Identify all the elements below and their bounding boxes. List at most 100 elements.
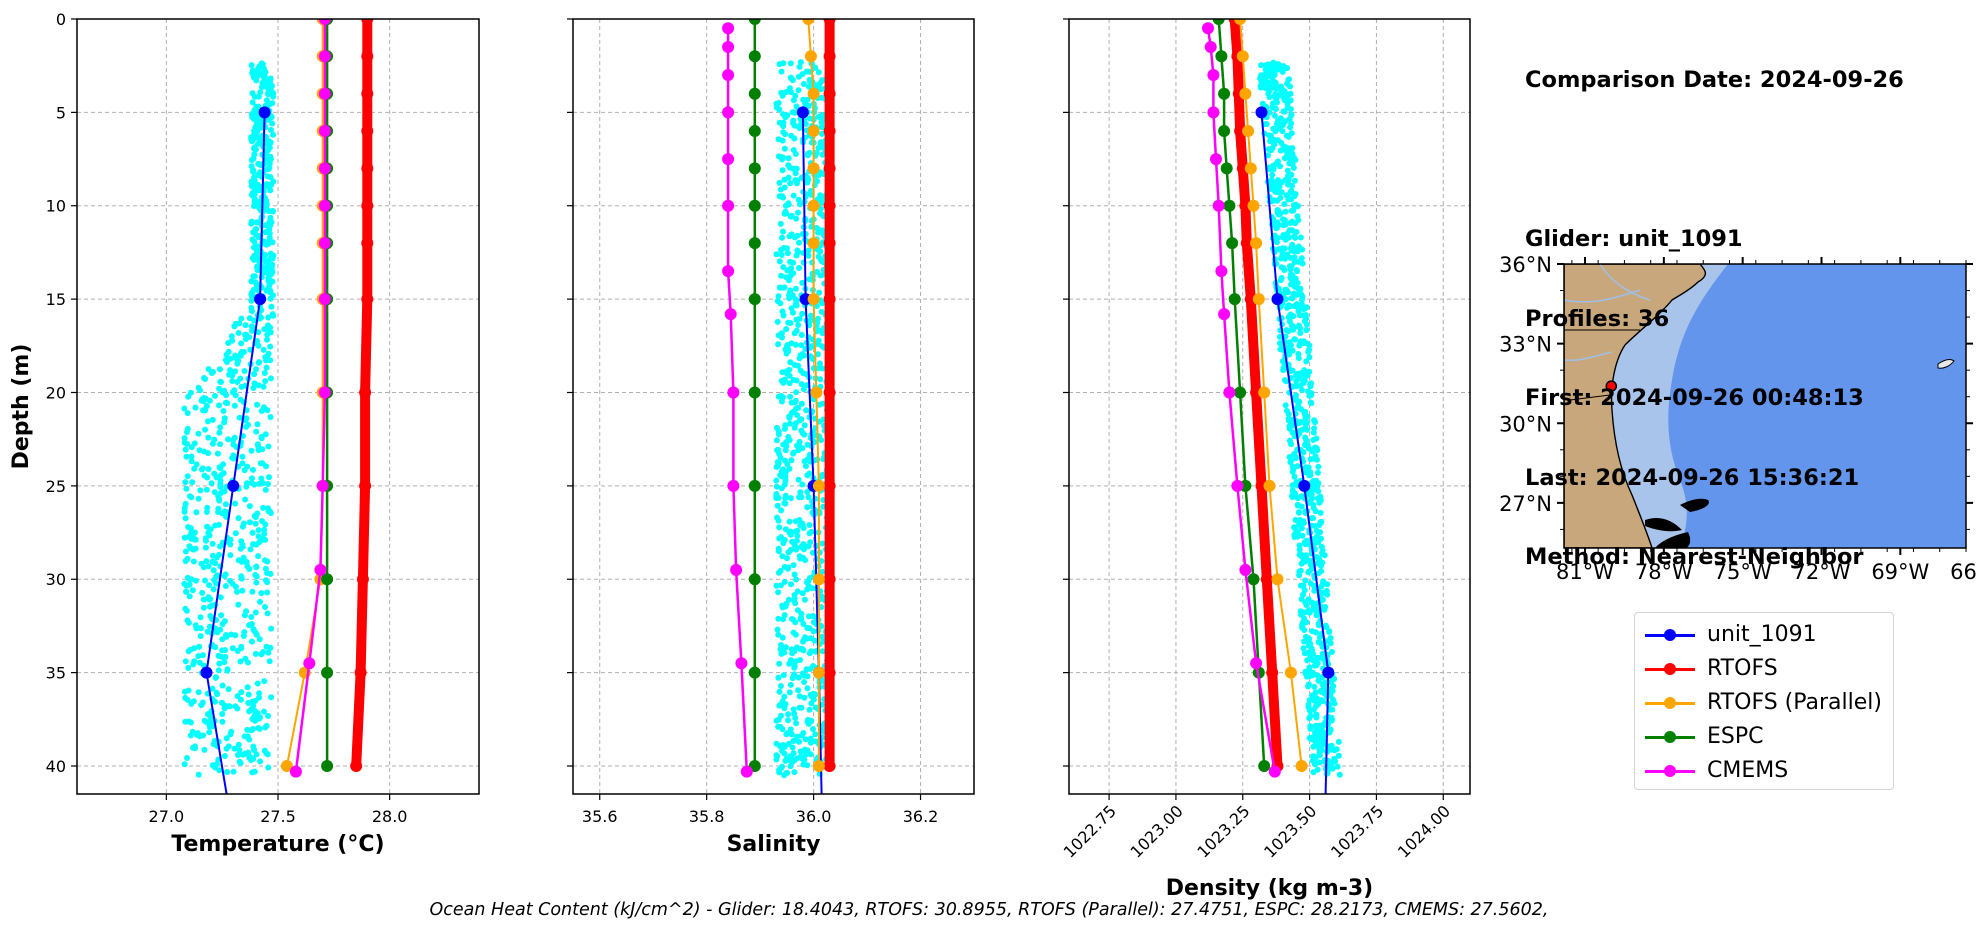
scatter-point [216, 429, 223, 436]
scatter-point [1272, 79, 1279, 86]
scatter-point [789, 616, 796, 623]
scatter-point [221, 488, 228, 495]
series-point [812, 666, 825, 679]
series-point [823, 479, 836, 492]
scatter-point [1279, 253, 1285, 260]
series-espc [748, 19, 761, 772]
series-point [748, 87, 761, 100]
scatter-point [1272, 91, 1279, 97]
series-point [1284, 666, 1297, 679]
scatter-point [196, 643, 203, 650]
series-point [748, 479, 761, 492]
bahamas-1 [1680, 498, 1709, 512]
scatter-point [778, 485, 785, 492]
scatter-point [802, 231, 809, 237]
series-point [1212, 199, 1225, 212]
scatter-point [206, 596, 213, 603]
scatter-point [1280, 367, 1287, 374]
series-point [823, 293, 836, 306]
scatter-point [793, 327, 800, 334]
scatter-point [216, 366, 223, 373]
scatter-point [1305, 569, 1312, 576]
scatter-point [205, 563, 212, 570]
scatter-point [1299, 532, 1306, 539]
scatter-point [799, 646, 806, 652]
scatter-point [779, 167, 786, 174]
scatter-point [245, 659, 251, 666]
scatter-point [223, 513, 230, 520]
series-espc [1212, 19, 1271, 772]
legend-item-glider: unit_1091 [1645, 621, 1885, 651]
series-point [354, 666, 367, 679]
scatter-point [776, 106, 783, 113]
scatter-point [792, 285, 799, 292]
scatter-point [790, 192, 797, 199]
scatter-point [793, 546, 800, 553]
scatter-point [200, 604, 207, 611]
scatter-point [781, 743, 788, 750]
scatter-point [796, 265, 803, 271]
scatter-point [1286, 160, 1293, 167]
scatter-point [234, 588, 240, 595]
scatter-point [784, 250, 791, 257]
scatter-point [1288, 187, 1295, 194]
series-point [812, 573, 825, 586]
scatter-point [795, 404, 802, 411]
map-lon-label: 75°W [1714, 560, 1772, 584]
scatter-point [787, 393, 794, 400]
scatter-point [1268, 134, 1274, 141]
scatter-point [791, 769, 798, 776]
scatter-point [1301, 615, 1308, 622]
scatter-point [1284, 167, 1291, 174]
scatter-point [236, 758, 243, 765]
scatter-point [789, 744, 796, 751]
legend-marker [1664, 765, 1676, 777]
scatter-point [780, 540, 787, 547]
scatter-point [1298, 525, 1305, 532]
scatter-point [787, 726, 794, 733]
scatter-point [225, 743, 232, 750]
plot-area [722, 19, 836, 794]
scatter-point [801, 596, 808, 603]
scatter-point [231, 402, 238, 409]
scatter-point [198, 702, 205, 709]
scatter-point [806, 83, 813, 90]
series-point [823, 237, 836, 250]
scatter-point [262, 604, 268, 610]
scatter-point [181, 439, 188, 446]
scatter-point [1287, 90, 1294, 97]
scatter-point [267, 414, 274, 420]
scatter-point [1316, 674, 1323, 681]
scatter-point [787, 531, 794, 538]
scatter-point [1308, 400, 1315, 407]
scatter-point [1315, 480, 1322, 487]
scatter-point [1316, 522, 1323, 528]
scatter-point [191, 658, 198, 665]
series-point [318, 199, 331, 212]
scatter-point [223, 735, 230, 742]
scatter-point [183, 582, 190, 589]
scatter-point [787, 213, 794, 220]
series-point [1223, 199, 1236, 212]
scatter-point [777, 220, 784, 227]
scatter-point [783, 600, 790, 607]
scatter-point [260, 346, 267, 353]
series-point [280, 760, 293, 772]
scatter-point [818, 199, 825, 206]
scatter-point [1276, 125, 1283, 132]
scatter-point [1296, 322, 1302, 329]
scatter-point [784, 769, 791, 776]
scatter-point [786, 295, 793, 302]
scatter-point [787, 180, 794, 187]
scatter-point [255, 140, 262, 147]
scatter-point [786, 413, 793, 420]
series-point [1252, 293, 1265, 306]
scatter-point [798, 381, 805, 388]
scatter-point [252, 717, 259, 724]
scatter-point [792, 170, 799, 177]
scatter-point [243, 480, 250, 487]
map-area [1564, 264, 1966, 548]
scatter-point [811, 637, 818, 644]
scatter-point [776, 660, 783, 667]
scatter-point [796, 693, 803, 700]
